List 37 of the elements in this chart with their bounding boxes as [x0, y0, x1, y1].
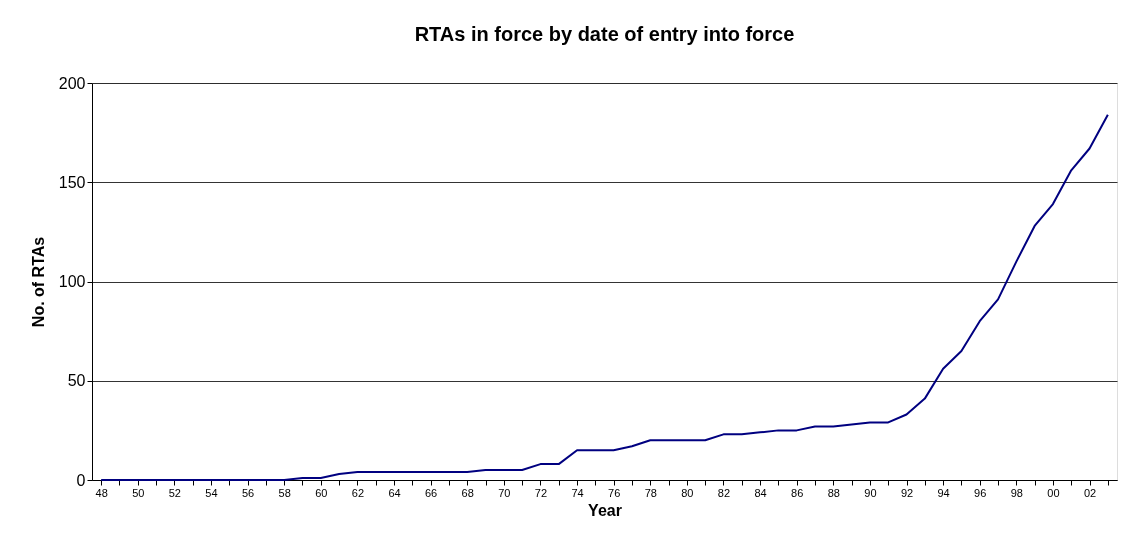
- y-tick-label: 150: [58, 173, 86, 191]
- y-tick-label: 0: [76, 471, 86, 489]
- x-tick-label: 02: [1083, 486, 1097, 499]
- x-tick-label: 54: [205, 486, 218, 499]
- x-tick-label: 82: [717, 486, 731, 499]
- x-tick-label: 98: [1010, 486, 1023, 499]
- x-tick-label: 64: [388, 486, 401, 499]
- x-tick-label: 80: [681, 486, 694, 499]
- x-tick-label: 78: [644, 486, 657, 499]
- x-tick-label: 76: [608, 486, 621, 499]
- x-tick-label: 48: [95, 486, 108, 499]
- x-tick-label: 84: [754, 486, 767, 499]
- x-tick-label: 94: [937, 486, 950, 499]
- x-tick-label: 58: [278, 486, 291, 499]
- x-tick-label: 70: [498, 486, 511, 499]
- x-tick-label: 66: [424, 486, 438, 499]
- x-tick-label: 68: [461, 486, 474, 499]
- x-tick-label: 00: [1047, 486, 1060, 499]
- x-tick-label: 50: [132, 486, 145, 499]
- x-tick-label: 74: [571, 486, 584, 499]
- y-tick-label: 50: [67, 372, 86, 390]
- x-tick-label: 52: [168, 486, 181, 499]
- x-tick-label: 72: [534, 486, 548, 499]
- x-tick-label: 60: [315, 486, 328, 499]
- y-tick-label: 200: [58, 74, 86, 92]
- y-tick-label: 100: [58, 273, 86, 290]
- x-tick-label: 56: [241, 486, 255, 499]
- x-axis-title: Year: [588, 501, 622, 519]
- chart-title: RTAs in force by date of entry into force: [414, 23, 795, 45]
- y-axis-title: No. of RTAs: [29, 236, 47, 328]
- x-tick-label: 92: [900, 486, 914, 499]
- x-tick-label: 96: [974, 486, 987, 499]
- x-tick-label: 86: [791, 486, 804, 499]
- x-tick-label: 62: [351, 486, 365, 499]
- x-tick-label: 90: [864, 486, 877, 499]
- line-series: [100, 113, 1109, 481]
- x-tick-label: 88: [827, 486, 840, 499]
